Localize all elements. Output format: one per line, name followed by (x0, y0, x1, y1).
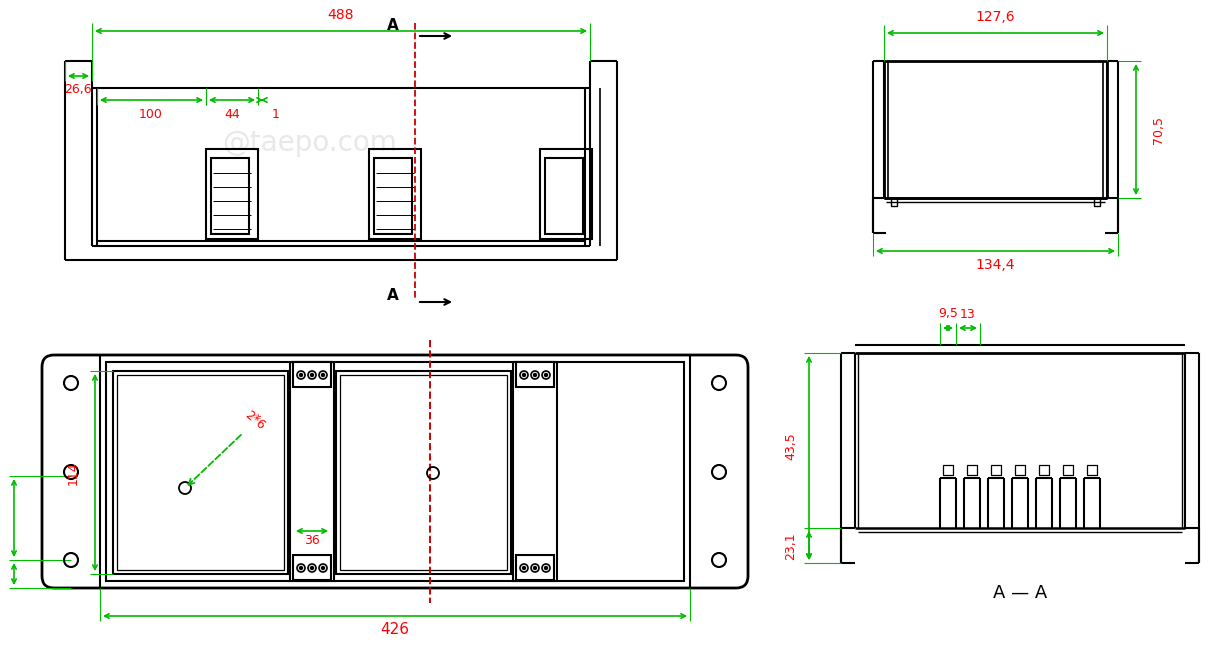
Bar (967, 465, 977, 475)
Text: A — A: A — A (993, 584, 1047, 602)
Circle shape (544, 567, 548, 569)
Text: @taepo.com: @taepo.com (223, 129, 397, 157)
Bar (516, 555, 554, 580)
Circle shape (321, 567, 325, 569)
Text: 70,5: 70,5 (1151, 116, 1165, 144)
Text: A: A (387, 287, 398, 302)
Bar (1094, 198, 1100, 206)
Bar (291, 362, 333, 581)
Bar (546, 158, 584, 234)
Bar (211, 158, 249, 234)
FancyBboxPatch shape (42, 355, 748, 588)
Text: A: A (387, 18, 398, 33)
Text: 9,5: 9,5 (938, 308, 958, 321)
Bar (293, 555, 331, 580)
Text: 2*̆6: 2*̆6 (243, 408, 267, 432)
Bar (1038, 465, 1049, 475)
Circle shape (299, 567, 303, 569)
Circle shape (321, 374, 325, 377)
Circle shape (299, 374, 303, 377)
Bar (340, 375, 508, 570)
Text: 43,5: 43,5 (785, 432, 797, 460)
Bar (336, 371, 511, 574)
Text: @taepo.com: @taepo.com (303, 454, 477, 482)
Bar (1087, 465, 1097, 475)
Text: 13: 13 (960, 308, 976, 321)
Text: 23,1: 23,1 (785, 532, 797, 560)
Bar (113, 371, 288, 574)
Bar (1015, 465, 1025, 475)
Bar (105, 362, 684, 581)
Bar (943, 465, 953, 475)
Text: 36: 36 (304, 535, 320, 547)
Text: 127,6: 127,6 (975, 10, 1015, 24)
Text: 134,4: 134,4 (975, 258, 1015, 272)
Bar (512, 362, 557, 581)
Text: 488: 488 (327, 8, 354, 22)
Circle shape (533, 374, 537, 377)
Bar (991, 465, 1000, 475)
Text: 44: 44 (224, 108, 240, 121)
Text: 1: 1 (272, 108, 280, 121)
Bar (539, 149, 592, 239)
Circle shape (310, 567, 314, 569)
Bar (891, 198, 897, 206)
Bar (206, 149, 257, 239)
Text: 426: 426 (380, 622, 409, 637)
Bar (293, 362, 331, 387)
Text: 26,6: 26,6 (64, 84, 92, 97)
Bar (1063, 465, 1073, 475)
Circle shape (544, 374, 548, 377)
Bar (516, 362, 554, 387)
Circle shape (310, 374, 314, 377)
Circle shape (533, 567, 537, 569)
Circle shape (522, 567, 526, 569)
Bar (116, 375, 284, 570)
Circle shape (522, 374, 526, 377)
Bar (369, 149, 421, 239)
Text: 100: 100 (139, 108, 163, 121)
Bar (374, 158, 412, 234)
Text: 114: 114 (66, 461, 80, 485)
